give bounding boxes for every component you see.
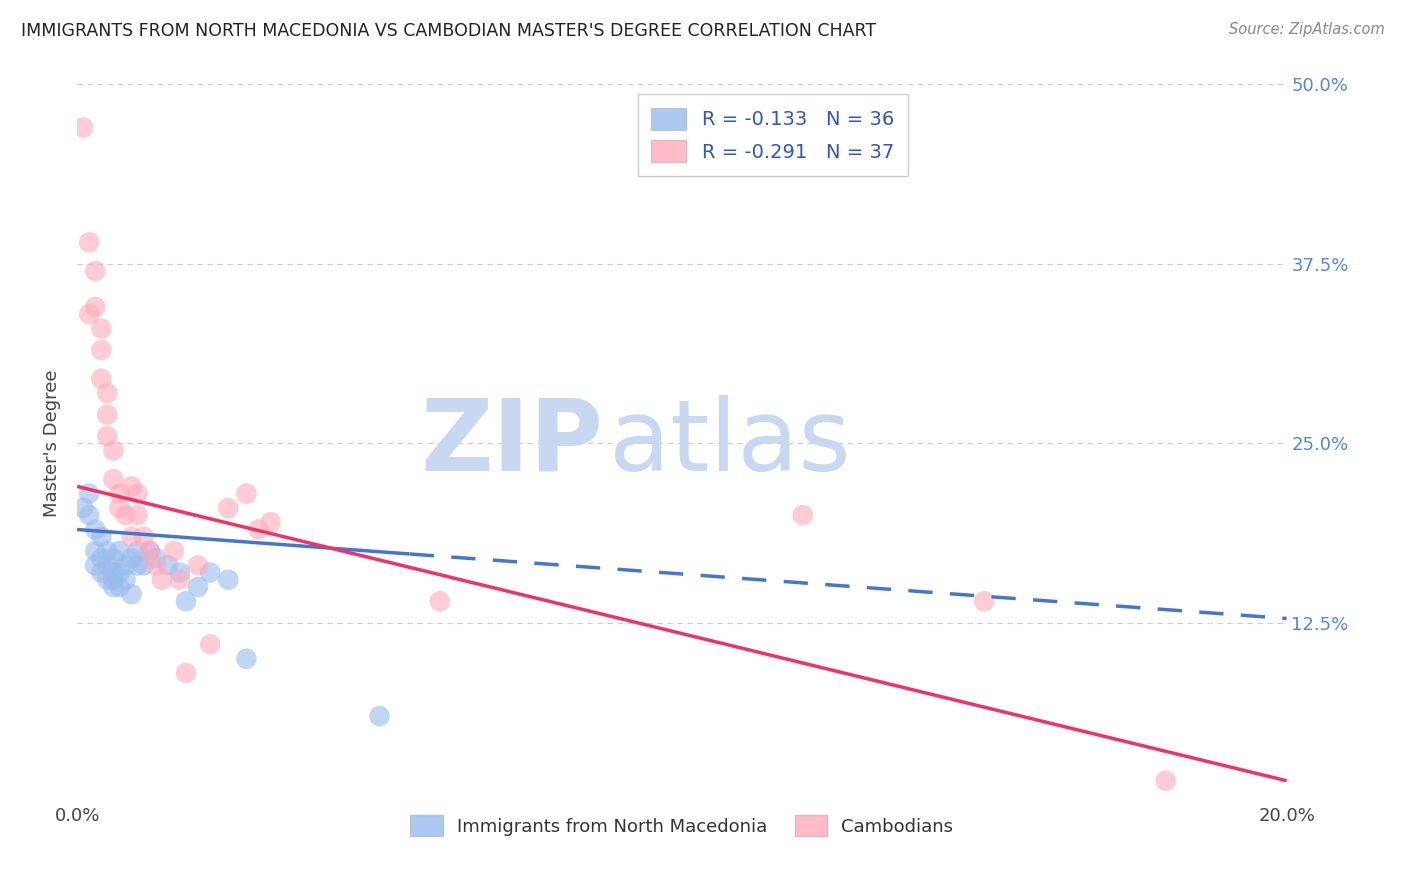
Point: [96, 558, 118, 573]
Point: [72, 500, 94, 515]
Point: [138, 544, 160, 558]
Point: [96, 429, 118, 443]
Point: [259, 516, 281, 530]
Point: [90, 372, 112, 386]
Point: [114, 508, 136, 523]
Point: [108, 566, 131, 580]
Point: [90, 343, 112, 357]
Point: [156, 558, 179, 573]
Point: [174, 666, 197, 681]
Point: [174, 594, 197, 608]
Point: [77, 486, 100, 500]
Point: [145, 551, 167, 566]
Point: [198, 566, 221, 580]
Point: [187, 558, 209, 573]
Point: [429, 594, 451, 608]
Point: [132, 558, 155, 573]
Point: [103, 566, 125, 580]
Point: [121, 479, 143, 493]
Point: [132, 530, 155, 544]
Point: [72, 120, 94, 135]
Point: [103, 580, 125, 594]
Point: [84, 558, 107, 573]
Point: [114, 558, 136, 573]
Point: [96, 408, 118, 422]
Point: [127, 508, 149, 523]
Point: [96, 386, 118, 401]
Point: [77, 508, 100, 523]
Point: [121, 551, 143, 566]
Point: [84, 523, 107, 537]
Point: [150, 573, 173, 587]
Point: [103, 551, 125, 566]
Point: [121, 587, 143, 601]
Point: [217, 500, 239, 515]
Point: [187, 580, 209, 594]
Point: [90, 530, 112, 544]
Point: [103, 573, 125, 587]
Point: [77, 307, 100, 321]
Point: [103, 443, 125, 458]
Point: [368, 709, 391, 723]
Point: [127, 558, 149, 573]
Point: [108, 500, 131, 515]
Point: [145, 558, 167, 573]
Point: [169, 573, 191, 587]
Point: [96, 573, 118, 587]
Point: [127, 544, 149, 558]
Text: atlas: atlas: [609, 395, 851, 491]
Point: [90, 551, 112, 566]
Point: [1154, 773, 1177, 788]
Point: [792, 508, 814, 523]
Text: IMMIGRANTS FROM NORTH MACEDONIA VS CAMBODIAN MASTER'S DEGREE CORRELATION CHART: IMMIGRANTS FROM NORTH MACEDONIA VS CAMBO…: [21, 22, 876, 40]
Point: [108, 580, 131, 594]
Point: [163, 544, 186, 558]
Point: [235, 651, 257, 665]
Y-axis label: Master's Degree: Master's Degree: [44, 369, 60, 517]
Point: [973, 594, 995, 608]
Point: [198, 637, 221, 651]
Text: Source: ZipAtlas.com: Source: ZipAtlas.com: [1229, 22, 1385, 37]
Text: ZIP: ZIP: [420, 395, 603, 491]
Point: [114, 573, 136, 587]
Point: [90, 566, 112, 580]
Point: [217, 573, 239, 587]
Point: [127, 486, 149, 500]
Point: [90, 321, 112, 335]
Point: [84, 300, 107, 314]
Point: [84, 544, 107, 558]
Point: [121, 530, 143, 544]
Point: [169, 566, 191, 580]
Point: [103, 472, 125, 486]
Legend: Immigrants from North Macedonia, Cambodians: Immigrants from North Macedonia, Cambodi…: [404, 808, 960, 844]
Point: [108, 486, 131, 500]
Point: [84, 264, 107, 278]
Point: [77, 235, 100, 250]
Point: [108, 544, 131, 558]
Point: [247, 523, 270, 537]
Point: [96, 544, 118, 558]
Point: [138, 544, 160, 558]
Point: [235, 486, 257, 500]
